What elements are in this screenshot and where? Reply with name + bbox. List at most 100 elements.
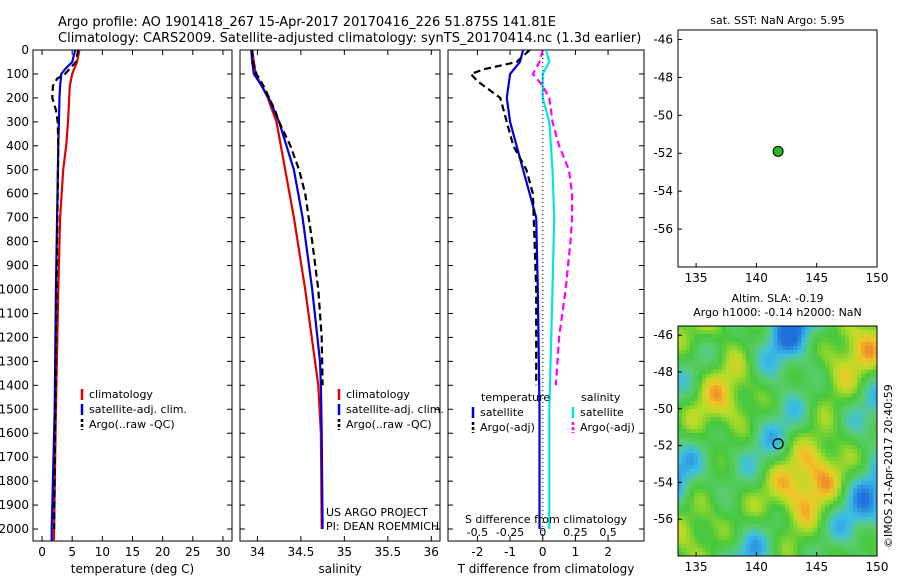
- y-tick-label: -48: [653, 70, 673, 84]
- y-tick-label: -54: [653, 184, 673, 198]
- x-tick-label: 2: [604, 545, 612, 559]
- y-tick-label: 300: [6, 115, 29, 129]
- x-axis-label: temperature (deg C): [71, 562, 194, 576]
- x-tick-label: 20: [155, 545, 170, 559]
- x-tick-label: 140: [745, 271, 768, 285]
- header-line1: Argo profile: AO 1901418_267 15-Apr-2017…: [58, 15, 556, 30]
- y-tick-label: -52: [653, 146, 673, 160]
- legend-label: satellite: [480, 406, 524, 419]
- difference-chart: -2 -1 0 1 2 T difference from climatology -0.5…: [447, 49, 645, 576]
- legend-label: satellite-adj. clim.: [89, 403, 187, 416]
- x-tick-label: 135: [685, 560, 708, 574]
- y-tick-label: 800: [6, 235, 29, 249]
- x-tick-label: 0: [539, 545, 547, 559]
- x2-tick-label: 0.25: [563, 526, 588, 539]
- y-tick-label: 1000: [0, 283, 29, 297]
- imos-watermark: ©IMOS 21-Apr-2017 20:40:59: [882, 384, 895, 548]
- x-tick-label: 1: [572, 545, 580, 559]
- y-tick-label: 1700: [0, 450, 29, 464]
- x-tick-label: -1: [504, 545, 516, 559]
- y-tick-label: 700: [6, 211, 29, 225]
- y-tick-label: 1500: [0, 402, 29, 416]
- series-argo-adj-: [468, 49, 538, 386]
- temperature-chart: 0 5 10 15 20 25 300100200300400500600700800900…: [0, 43, 233, 576]
- series-satellite-adj-clim-: [50, 49, 77, 541]
- legend-header-salinity: salinity: [581, 391, 621, 404]
- x-tick-label: 140: [745, 560, 768, 574]
- series-satellite: [541, 49, 556, 529]
- x-tick-label: 35: [337, 545, 352, 559]
- argo-location-marker: [772, 438, 784, 450]
- y-tick-label: -50: [653, 402, 673, 416]
- y-tick-label: 1600: [0, 426, 29, 440]
- y-tick-label: 200: [6, 91, 29, 105]
- y-tick-label: -46: [653, 32, 673, 46]
- y-tick-label: -52: [653, 439, 673, 453]
- legend-label: Argo(..raw -QC): [346, 418, 432, 431]
- x2-tick-label: -0.25: [496, 526, 524, 539]
- x-tick-label: 30: [215, 545, 230, 559]
- legend-label: Argo(-adj): [480, 421, 535, 434]
- x-tick-label: 145: [805, 271, 828, 285]
- plot-frame: [239, 49, 441, 542]
- y-tick-label: 1200: [0, 330, 29, 344]
- series-argo-raw-qc-: [51, 49, 80, 530]
- y-tick-label: -46: [653, 328, 673, 342]
- x-tick-label: 36: [424, 545, 439, 559]
- x2-axis-label: S difference from climatology: [465, 513, 628, 526]
- x-tick-label: 145: [805, 560, 828, 574]
- y-tick-label: 2000: [0, 522, 29, 536]
- x-tick-label: 5: [68, 545, 76, 559]
- y-tick-label: 400: [6, 139, 29, 153]
- y-tick-label: -48: [653, 365, 673, 379]
- x-tick-label: 150: [866, 271, 889, 285]
- y-tick-label: 1900: [0, 498, 29, 512]
- y-tick-label: -56: [653, 512, 673, 526]
- x-axis-label: T difference from climatology: [457, 562, 635, 576]
- header-line2: Climatology: CARS2009. Satellite-adjuste…: [58, 31, 641, 46]
- map-title-line1: Altim. SLA: -0.19: [731, 292, 823, 305]
- x-tick-label: 150: [866, 560, 889, 574]
- y-tick-label: 1300: [0, 354, 29, 368]
- map-frame: [677, 325, 878, 557]
- series-satellite-adj-clim-: [250, 49, 324, 530]
- legend-label: Argo(..raw -QC): [89, 418, 175, 431]
- plot-frame: [447, 49, 645, 542]
- x2-tick-label: -0.5: [467, 526, 488, 539]
- y-tick-label: 100: [6, 67, 29, 81]
- legend-label: Argo(-adj): [580, 421, 635, 434]
- sla-field: [678, 326, 877, 556]
- y-tick-label: 600: [6, 187, 29, 201]
- y-tick-label: 1100: [0, 306, 29, 320]
- y-tick-label: -56: [653, 222, 673, 236]
- legend-label: satellite-adj. clim.: [346, 403, 444, 416]
- sst-map: 135 140 145 150 -46 -48 -50 -52 -54 -56 sat. SST: …: [653, 14, 888, 285]
- plot-frame: [32, 49, 233, 542]
- series-climatology: [52, 49, 81, 542]
- map-title: sat. SST: NaN Argo: 5.95: [710, 14, 844, 27]
- x-tick-label: -2: [471, 545, 483, 559]
- salinity-chart: 34 34.5 35 35.5 36 salinity climatology satelli…: [239, 49, 444, 576]
- argo-location-marker: [772, 145, 784, 157]
- x-tick-label: 135: [685, 271, 708, 285]
- x-axis-label: salinity: [318, 562, 361, 576]
- y-tick-label: 1800: [0, 474, 29, 488]
- y-tick-label: -50: [653, 108, 673, 122]
- y-tick-label: 900: [6, 259, 29, 273]
- y-tick-label: 500: [6, 163, 29, 177]
- y-tick-label: 1400: [0, 378, 29, 392]
- x2-tick-label: 0.5: [599, 526, 617, 539]
- y-tick-label: -54: [653, 475, 673, 489]
- x-tick-label: 10: [95, 545, 110, 559]
- legend-label: satellite: [580, 406, 624, 419]
- map-title-line2: Argo h1000: -0.14 h2000: NaN: [693, 306, 862, 319]
- pi-credit: PI: DEAN ROEMMICH: [326, 520, 439, 533]
- x-tick-label: 25: [185, 545, 200, 559]
- x2-tick-label: 0: [539, 526, 546, 539]
- legend-label: climatology: [89, 388, 153, 401]
- x-tick-label: 15: [125, 545, 140, 559]
- x-tick-label: 0: [38, 545, 46, 559]
- x-tick-label: 35.5: [374, 545, 401, 559]
